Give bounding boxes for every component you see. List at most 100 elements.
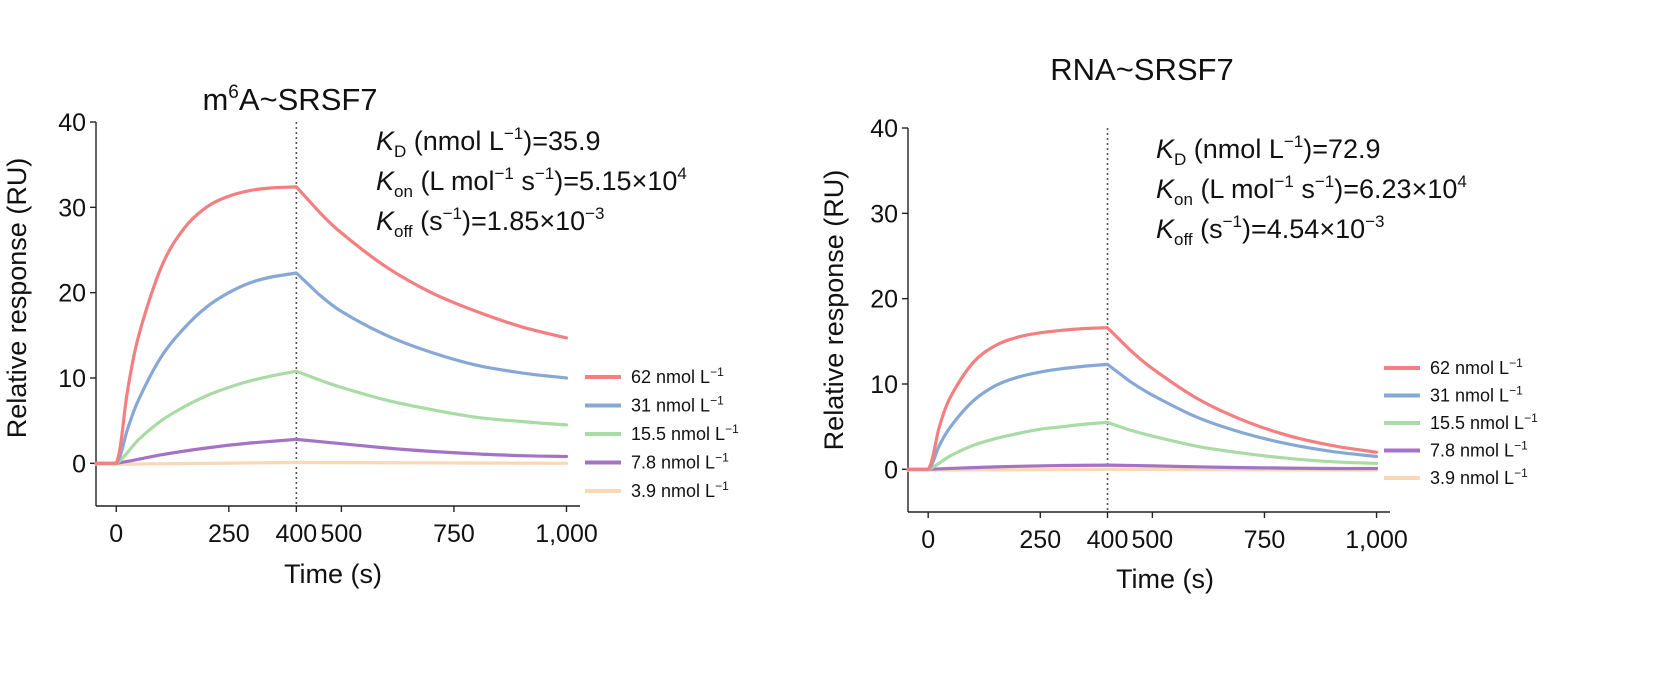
kinetic-symbol: K [376,126,395,156]
legend-label: 31 nmol L [1430,386,1509,406]
legend-label: 3.9 nmol L [1430,468,1514,488]
chart-title: RNA~SRSF7 [1050,52,1233,87]
kinetic-equals: )= [1242,214,1267,244]
legend-entry: 3.9 nmol L−1 [1430,466,1528,488]
y-tick-label: 0 [72,450,86,478]
kinetic-unit: (nmol L [406,126,504,156]
legend-entry: 7.8 nmol L−1 [1430,439,1528,461]
kinetic-value-exponent: 4 [1457,172,1466,191]
legend-label: 62 nmol L [1430,358,1509,378]
kinetic-subscript: D [1174,150,1186,169]
kinetic-annotation: KD (nmol L−1)=72.9 [1156,132,1381,169]
legend-label: 7.8 nmol L [1430,441,1514,461]
kinetic-symbol: K [1156,174,1175,204]
legend-label: 62 nmol L [631,367,710,387]
y-axis-title: Relative response (RU) [819,170,849,451]
legend-entry: 62 nmol L−1 [1430,356,1523,378]
legend-label-superscript: −1 [1509,384,1523,398]
kinetic-value-exponent: 4 [677,164,686,183]
legend-label: 3.9 nmol L [631,481,715,501]
x-tick-label: 750 [1244,526,1286,554]
x-tick-label: 0 [921,526,935,554]
legend-label: 15.5 nmol L [631,424,725,444]
x-tick-label: 500 [321,520,363,548]
legend-label-superscript: −1 [715,479,729,493]
x-tick-label: 400 [275,520,317,548]
kinetic-value-exponent: −3 [1365,212,1384,231]
kinetic-subscript: on [394,182,413,201]
legend-entry: 62 nmol L−1 [631,365,724,387]
kinetic-unit: (s [413,206,443,236]
kinetic-value: 35.9 [548,126,601,156]
kinetic-unit-superscript: −1 [535,164,554,183]
kinetic-equals: )= [1334,174,1359,204]
y-tick-label: 20 [870,286,898,314]
kinetic-unit: (s [1193,214,1223,244]
kinetic-equals: )= [554,166,579,196]
kinetic-unit-superscript: −1 [504,124,523,143]
legend-label-superscript: −1 [1509,356,1523,370]
kinetic-value: 6.23×10 [1359,174,1457,204]
kinetic-symbol: K [376,206,395,236]
kinetic-unit-superscript: −1 [1274,172,1293,191]
legend-label-superscript: −1 [725,422,739,436]
kinetic-symbol: K [1156,214,1175,244]
kinetic-equals: )= [523,126,548,156]
series-line-2 [906,362,1379,471]
kinetic-subscript: off [1174,230,1193,249]
y-tick-label: 40 [58,109,86,137]
kinetic-symbol: K [376,166,395,196]
kinetic-unit-superscript: −1 [1223,212,1242,231]
legend-label: 15.5 nmol L [1430,413,1524,433]
y-tick-label: 20 [58,280,86,308]
legend-label: 7.8 nmol L [631,453,715,473]
legend-label-superscript: −1 [1514,466,1528,480]
chart-title-superscript: 6 [228,82,239,103]
legend-label-superscript: −1 [1514,439,1528,453]
y-tick-label: 30 [870,200,898,228]
chart-title-suffix: A~SRSF7 [239,82,378,117]
kinetic-value: 5.15×10 [579,166,677,196]
series-line-4 [906,463,1379,471]
series-line-3 [906,420,1379,471]
legend-entry: 31 nmol L−1 [1430,384,1523,406]
series-line-2 [94,271,569,465]
kinetic-unit: (L mol [1193,174,1275,204]
kinetic-value: 1.85×10 [487,206,585,236]
series-line-3 [94,369,569,465]
kinetic-unit: (L mol [413,166,495,196]
kinetic-annotation: Kon (L mol−1 s−1)=5.15×104 [376,164,687,201]
y-tick-label: 10 [870,371,898,399]
series-line-1 [94,185,569,465]
x-tick-label: 400 [1087,526,1129,554]
kinetic-symbol: K [1156,134,1175,164]
legend-label-superscript: −1 [1524,411,1538,425]
y-tick-label: 30 [58,194,86,222]
x-tick-label: 1,000 [1345,526,1408,554]
series-line-4 [94,437,569,465]
kinetic-value: 72.9 [1328,134,1381,164]
legend-label-superscript: −1 [715,451,729,465]
kinetic-unit-superscript: −1 [494,164,513,183]
y-tick-label: 40 [870,115,898,143]
legend-label-superscript: −1 [710,365,724,379]
kinetic-subscript: off [394,222,413,241]
kinetic-subscript: D [394,142,406,161]
series-line-1 [906,326,1379,471]
legend-entry: 15.5 nmol L−1 [1430,411,1538,433]
kinetic-annotation: Koff (s−1)=1.85×10−3 [376,204,605,241]
x-axis-title: Time (s) [1116,564,1214,594]
x-tick-label: 250 [1019,526,1061,554]
kinetic-unit-superscript: −1 [1284,132,1303,151]
kinetic-unit-superscript: −1 [1315,172,1334,191]
kinetic-equals: )= [462,206,487,236]
kinetic-unit-superscript: −1 [443,204,462,223]
x-tick-label: 250 [208,520,250,548]
legend-label: 31 nmol L [631,396,710,416]
kinetic-unit: s [514,166,535,196]
series-line-5 [94,460,569,466]
y-tick-label: 0 [884,456,898,484]
